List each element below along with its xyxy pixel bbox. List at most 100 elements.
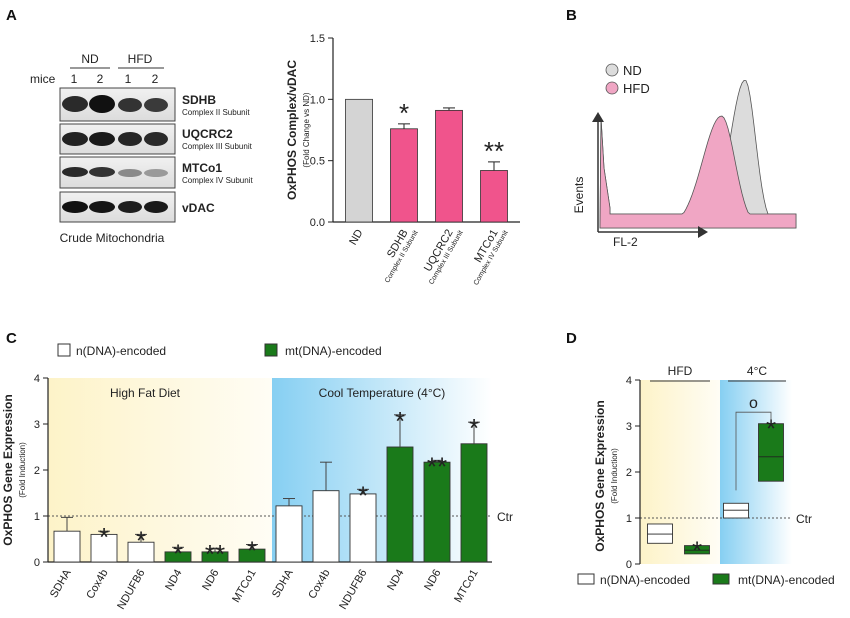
- chart-c-region-label: Cool Temperature (4°C): [319, 386, 446, 400]
- legend-marker-mt-dna-d: [712, 573, 730, 585]
- chart-c-xtick-label: ND6: [200, 568, 221, 593]
- chart-c-significance: **: [427, 451, 447, 481]
- blot-band-uqcrc2: [59, 123, 176, 155]
- chart-a-significance: *: [399, 98, 409, 128]
- chart-c-significance: *: [395, 406, 405, 436]
- chart-c-ytick-label: 2: [34, 465, 40, 477]
- chart-b-histogram: Events FL-2 ND HFD: [572, 63, 797, 249]
- panel-letter-d: D: [566, 330, 577, 347]
- chart-c-ylabel-sub: (Fold Induction): [18, 442, 27, 498]
- blot-mice-label: mice: [30, 72, 56, 86]
- chart-d-box: [684, 545, 710, 555]
- chart-c-bar: [386, 446, 414, 563]
- histogram-ylabel: Events: [572, 177, 586, 214]
- chart-a-bar: [435, 109, 463, 223]
- histogram-xlabel: FL-2: [613, 235, 638, 249]
- panel-letter-b: B: [566, 7, 577, 24]
- panel-letter-c: C: [6, 330, 17, 347]
- chart-c-significance: *: [136, 525, 146, 555]
- histogram-hfd-curve: [599, 115, 797, 229]
- blot-band-label: SDHB: [182, 93, 216, 107]
- histogram-y-arrow: [592, 112, 604, 122]
- chart-c-xtick-label: SDHA: [270, 567, 296, 600]
- legend-label-mt-dna: mt(DNA)-encoded: [285, 344, 382, 358]
- chart-c-bar: [460, 443, 488, 563]
- chart-d-box: [758, 423, 784, 482]
- chart-c-ylabel: OxPHOS Gene Expression: [1, 394, 15, 545]
- chart-d-ylabel: OxPHOS Gene Expression: [593, 400, 607, 551]
- chart-c: n(DNA)-encoded mt(DNA)-encoded High Fat …: [1, 343, 513, 612]
- chart-a-significance: **: [484, 136, 504, 166]
- chart-c-ytick-label: 4: [34, 373, 40, 385]
- chart-c-region-label: High Fat Diet: [110, 386, 181, 400]
- chart-c-significance: *: [469, 413, 479, 443]
- chart-d-bracket-symbol: o: [749, 395, 758, 412]
- chart-d-ytick-label: 1: [626, 513, 632, 525]
- chart-c-bar: [53, 530, 81, 563]
- chart-a-xtick-label: ND: [347, 227, 365, 247]
- chart-d-bracket: [735, 411, 772, 491]
- chart-c-region-hfd: [48, 378, 272, 562]
- blot-band-label: UQCRC2: [182, 127, 233, 141]
- chart-d-group-label: 4°C: [747, 364, 767, 378]
- blot-band-subunit: Complex III Subunit: [182, 142, 253, 151]
- chart-c-significance: **: [205, 539, 225, 569]
- chart-d-box: [647, 523, 673, 544]
- chart-d-box: [723, 502, 749, 519]
- chart-d-ytick-label: 0: [626, 559, 632, 571]
- chart-a-ytick-label: 1.0: [310, 94, 325, 106]
- legend-label-hfd: HFD: [623, 81, 650, 96]
- chart-a-ylabel: OxPHOS Complex/vDAC: [285, 60, 299, 200]
- chart-a-ylabel-sub: (Fold Change vs ND): [302, 92, 311, 167]
- chart-c-significance: *: [247, 536, 257, 566]
- blot-band-label: vDAC: [182, 201, 215, 215]
- blot-band-mtco1: [59, 156, 176, 189]
- histogram-x-arrow: [698, 226, 708, 238]
- chart-a-ytick-label: 0.5: [310, 156, 325, 168]
- chart-c-significance: *: [99, 522, 109, 552]
- chart-c-bar: [275, 505, 303, 563]
- chart-d-ytick-label: 3: [626, 421, 632, 433]
- blot-lane-label: 2: [97, 72, 104, 86]
- chart-c-bar: [349, 493, 377, 563]
- chart-c-significance: *: [358, 480, 368, 510]
- chart-d-ytick-label: 4: [626, 375, 632, 387]
- chart-c-xtick-label: NDUFB6: [337, 568, 369, 612]
- legend-label-n-dna: n(DNA)-encoded: [76, 344, 166, 358]
- blot-lane-label: 1: [71, 72, 78, 86]
- chart-c-xtick-label: SDHA: [48, 567, 74, 600]
- chart-c-xtick-label: ND6: [422, 568, 443, 593]
- blot-lane-label: 1: [125, 72, 132, 86]
- chart-d-ytick-label: 2: [626, 467, 632, 479]
- chart-a-ytick-label: 0.0: [310, 217, 325, 229]
- chart-c-bar: [312, 490, 340, 563]
- panel-letter-a: A: [6, 7, 17, 24]
- blot-group-nd: ND: [81, 52, 99, 66]
- chart-c-xtick-label: ND4: [163, 568, 184, 593]
- chart-a-bar: [480, 170, 508, 223]
- chart-c-bar: [423, 461, 451, 563]
- blot-lane-label: 2: [152, 72, 159, 86]
- chart-a-bar: [345, 98, 373, 223]
- chart-d-group-label: HFD: [668, 364, 693, 378]
- chart-c-xtick-label: MTCo1: [452, 568, 480, 605]
- blot-band-subunit: Complex IV Subunit: [182, 176, 253, 185]
- legend-label-n-dna-d: n(DNA)-encoded: [600, 573, 690, 587]
- chart-c-reference-label: Ctr: [497, 510, 513, 524]
- chart-c-xtick-label: MTCo1: [230, 568, 258, 605]
- chart-c-region-cold: [272, 378, 492, 562]
- legend-marker-n-dna-d: [577, 573, 595, 585]
- legend-marker-mt-dna: [264, 343, 278, 357]
- blot-band-sdhb: [59, 87, 176, 122]
- blot-band-label: MTCo1: [182, 161, 222, 175]
- legend-marker-hfd: [605, 81, 619, 95]
- western-blot: ND HFD mice 1 2 1 2: [30, 52, 253, 245]
- chart-c-ytick-label: 3: [34, 419, 40, 431]
- chart-d-reference-label: Ctr: [796, 512, 812, 526]
- chart-d-significance: *: [692, 536, 702, 566]
- blot-group-hfd: HFD: [128, 52, 153, 66]
- legend-marker-n-dna: [57, 343, 71, 357]
- blot-caption: Crude Mitochondria: [60, 231, 165, 245]
- chart-c-xtick-label: ND4: [385, 568, 406, 593]
